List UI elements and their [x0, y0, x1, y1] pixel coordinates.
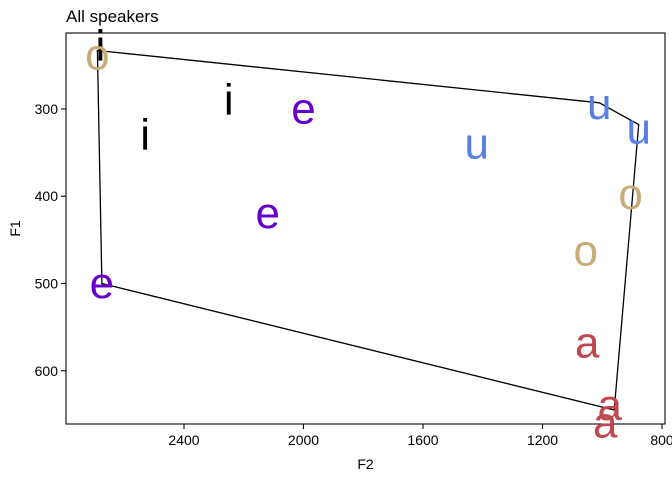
vowel-point-e: e [291, 84, 315, 133]
vowel-point-a: a [593, 399, 618, 448]
y-tick-label: 500 [35, 275, 59, 291]
vowel-point-u: u [587, 80, 611, 129]
x-tick-label: 1600 [407, 432, 438, 448]
vowel-point-o: o [618, 170, 642, 219]
vowel-point-i: i [96, 22, 106, 71]
vowel-point-e: e [90, 259, 114, 308]
vowel-point-a: a [597, 381, 622, 430]
vowel-space-hull [96, 49, 640, 411]
chart-title: All speakers [66, 7, 159, 26]
vowel-point-a: a [575, 318, 600, 367]
y-tick-label: 600 [35, 363, 59, 379]
x-axis: 2400 2000 1600 1200 800 [168, 424, 672, 448]
vowel-space-polygon-group [96, 49, 640, 411]
x-axis-title: F2 [357, 456, 374, 472]
vowel-point-i: i [224, 76, 234, 125]
plot-panel [65, 32, 666, 425]
vowel-point-u: u [465, 119, 489, 168]
x-tick-label: 2000 [288, 432, 319, 448]
vowel-point-u: u [626, 105, 650, 154]
x-tick-label: 800 [650, 432, 672, 448]
vowel-point-e: e [255, 189, 279, 238]
y-axis: 300 400 500 600 [35, 101, 66, 379]
vowel-point-i: i [140, 111, 150, 160]
y-axis-title: F1 [7, 220, 23, 237]
y-tick-label: 400 [35, 188, 59, 204]
vowel-point-o: o [85, 30, 109, 79]
x-tick-label: 1200 [527, 432, 558, 448]
vowel-point-o: o [574, 227, 598, 276]
y-tick-label: 300 [35, 101, 59, 117]
x-tick-label: 2400 [168, 432, 199, 448]
